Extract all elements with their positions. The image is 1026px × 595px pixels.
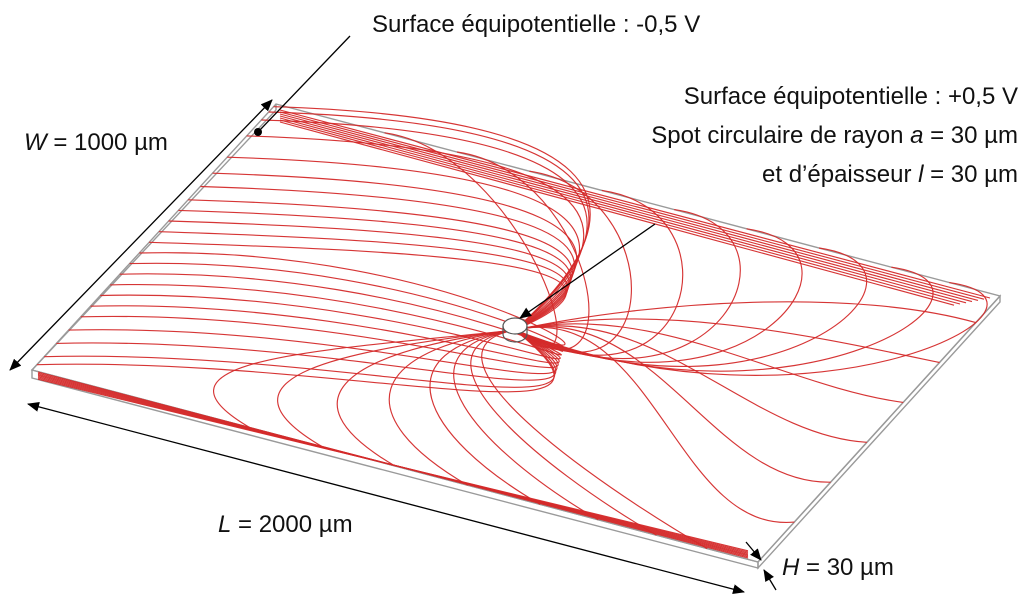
field-line xyxy=(514,325,867,443)
spot-radius-value: = 30 µm xyxy=(923,122,1018,149)
field-line xyxy=(279,117,967,304)
field-line xyxy=(212,172,578,331)
spot-thickness-value: = 30 µm xyxy=(923,161,1018,188)
spot-radius-variable: a xyxy=(910,122,923,149)
field-line xyxy=(279,115,973,303)
field-line xyxy=(279,109,991,299)
field-line xyxy=(279,111,985,300)
field-line xyxy=(514,209,741,360)
label-spot-radius: Spot circulaire de rayon a = 30 µm xyxy=(651,122,1018,149)
width-variable: W xyxy=(24,129,49,156)
pointer-spot xyxy=(519,223,656,319)
field-line xyxy=(514,282,988,376)
label-spot-thickness: et d’épaisseur l = 30 µm xyxy=(762,161,1018,188)
label-width: W = 1000 µm xyxy=(24,129,168,156)
field-line xyxy=(388,329,516,486)
width-value: = 1000 µm xyxy=(47,129,168,156)
spot-top xyxy=(502,317,528,335)
field-line xyxy=(277,329,516,448)
label-length: L = 2000 µm xyxy=(218,511,353,538)
label-height: H = 30 µm xyxy=(782,554,894,581)
plate-right-face xyxy=(757,294,1001,570)
length-value: = 2000 µm xyxy=(231,511,352,538)
field-line xyxy=(168,220,570,331)
field-line xyxy=(514,301,976,331)
height-variable: H xyxy=(782,554,800,581)
field-line xyxy=(129,262,565,349)
spot-thickness-variable: l xyxy=(918,161,924,188)
field-line xyxy=(279,121,955,306)
field-line xyxy=(514,323,904,403)
spot-thickness-text: et d’épaisseur xyxy=(762,161,918,188)
field-line xyxy=(268,111,590,331)
field-line xyxy=(514,318,940,364)
dimension-h-arrow-bottom xyxy=(763,569,777,591)
field-line xyxy=(279,113,979,301)
label-equipotential-negative: Surface équipotentielle : -0,5 V xyxy=(372,11,700,38)
dimension-h-arrow-top xyxy=(745,541,762,561)
field-line xyxy=(158,231,569,331)
dimension-w-arrow xyxy=(9,99,273,371)
field-line xyxy=(149,241,567,331)
height-value: = 30 µm xyxy=(799,554,894,581)
length-variable: L xyxy=(218,511,231,538)
field-line xyxy=(514,326,831,483)
spot-side xyxy=(502,326,528,343)
field-line xyxy=(213,329,516,429)
pointer-equi-neg xyxy=(257,35,351,133)
field-line xyxy=(246,135,585,331)
field-line xyxy=(178,209,572,331)
label-equipotential-positive: Surface équipotentielle : +0,5 V xyxy=(684,83,1018,110)
circular-spot xyxy=(502,317,528,343)
spot-radius-text: Spot circulaire de rayon xyxy=(651,122,910,149)
annotations xyxy=(9,35,777,595)
field-line xyxy=(200,185,575,331)
field-line xyxy=(110,283,562,356)
field-line xyxy=(273,106,591,331)
field-line xyxy=(261,119,588,331)
dimension-l-arrow xyxy=(27,401,745,595)
pointer-equi-neg-dot xyxy=(254,128,262,136)
field-line xyxy=(37,378,749,552)
field-line xyxy=(188,199,573,331)
field-line xyxy=(279,119,961,305)
